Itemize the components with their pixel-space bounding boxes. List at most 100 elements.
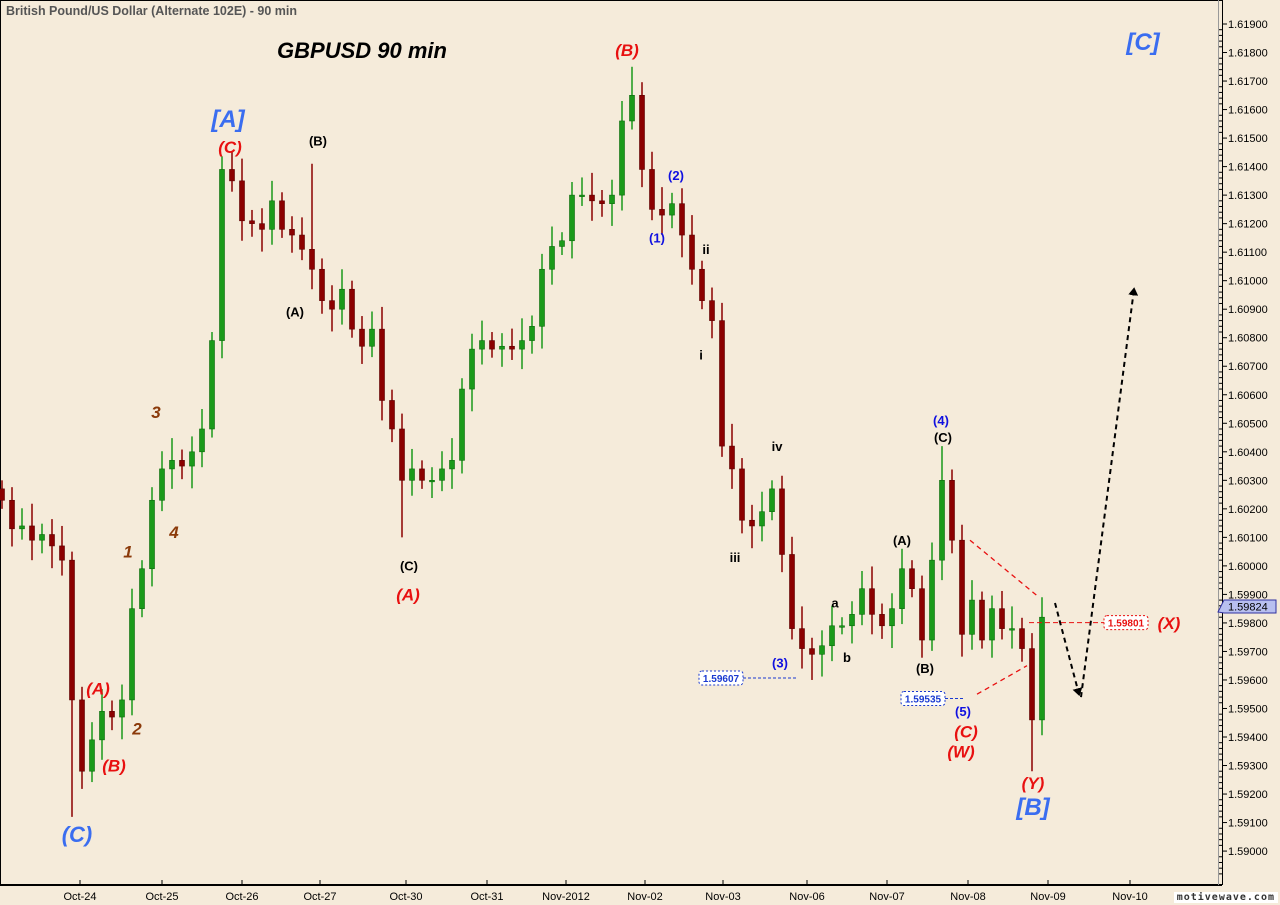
candle: [839, 617, 845, 635]
candle: [259, 208, 265, 252]
y-tick-label: 1.61600: [1228, 105, 1268, 117]
plot-area: [0, 0, 1223, 885]
candle: [249, 209, 255, 237]
candle: [69, 551, 75, 817]
wave-label: (C): [218, 138, 242, 157]
wave-label: 1: [123, 543, 132, 562]
y-tick-label: 1.60100: [1228, 532, 1268, 544]
candle-body: [89, 739, 95, 772]
candle-body: [699, 268, 705, 301]
candle-body: [419, 468, 425, 481]
candle: [109, 700, 115, 731]
candle: [999, 590, 1005, 640]
candle-body: [839, 625, 845, 628]
wave-label: 4: [168, 523, 179, 542]
candle: [29, 503, 35, 561]
candle: [769, 480, 775, 521]
candle: [689, 215, 695, 285]
candle-body: [19, 525, 25, 530]
candle-body: [669, 203, 675, 216]
candle: [19, 508, 25, 540]
candle-body: [999, 608, 1005, 629]
y-tick-label: 1.59500: [1228, 703, 1268, 715]
candle: [599, 189, 605, 217]
price-marker-label: 1.59607: [703, 674, 740, 685]
brand-logo: motivewave.com: [1173, 892, 1278, 903]
candle: [379, 306, 385, 421]
candle-body: [459, 388, 465, 461]
candle: [859, 571, 865, 626]
projection-arrow: [1080, 287, 1139, 698]
candle-body: [569, 194, 575, 242]
candle-body: [869, 588, 875, 615]
candle: [429, 467, 435, 499]
candle-body: [1009, 628, 1015, 631]
wave-label: (A): [396, 586, 420, 605]
candle-body: [539, 268, 545, 327]
candle-body: [729, 445, 735, 470]
candle: [1019, 617, 1025, 662]
candle-body: [269, 200, 275, 230]
y-tick-label: 1.61900: [1228, 19, 1268, 31]
candle-body: [169, 460, 175, 470]
price-axis[interactable]: 1.61900 1.61800 1.61700 1.61600 1.61500 1.614…: [1219, 19, 1268, 875]
candle: [289, 216, 295, 253]
candle-body: [789, 554, 795, 629]
y-tick-label: 1.59600: [1228, 675, 1268, 687]
candle-body: [499, 345, 505, 350]
candle-body: [309, 249, 315, 270]
candle: [369, 311, 375, 358]
x-tick-label: Nov-03: [705, 891, 740, 903]
chart-title: GBPUSD 90 min: [277, 38, 447, 63]
candle: [909, 560, 915, 598]
candle-body: [769, 488, 775, 512]
candle: [419, 460, 425, 489]
candle: [979, 591, 985, 649]
candle: [629, 66, 635, 130]
candle: [969, 580, 975, 650]
y-tick-label: 1.61300: [1228, 190, 1268, 202]
y-tick-label: 1.60000: [1228, 561, 1268, 573]
wave-label: (5): [955, 704, 971, 719]
candle-body: [209, 340, 215, 430]
wave-label: (1): [649, 231, 665, 246]
candle-body: [1029, 648, 1035, 721]
candle: [139, 560, 145, 618]
candle: [889, 593, 895, 649]
candle: [579, 177, 585, 206]
candle: [819, 630, 825, 677]
wave-label: (C): [62, 822, 93, 847]
candle: [399, 413, 405, 538]
x-tick-label: Oct-26: [225, 891, 258, 903]
x-tick-label: Oct-25: [145, 891, 178, 903]
candle: [799, 606, 805, 669]
price-marker-label: 1.59801: [1108, 619, 1145, 630]
candle-body: [969, 599, 975, 635]
candle-body: [359, 328, 365, 347]
candle-body: [509, 345, 515, 350]
candle-body: [819, 645, 825, 655]
wave-label: (B): [102, 757, 126, 776]
candle-body: [739, 468, 745, 521]
candle: [179, 449, 185, 480]
wave-label: iii: [730, 550, 741, 565]
candle-body: [659, 209, 665, 216]
candle-body: [429, 480, 435, 483]
candle-body: [529, 326, 535, 341]
candle: [919, 575, 925, 658]
wave-label: (C): [400, 559, 418, 574]
candle: [949, 469, 955, 554]
candle: [609, 179, 615, 226]
candle-body: [759, 511, 765, 527]
time-axis[interactable]: Oct-24 Oct-25 Oct-26 Oct-27 Oct-30 Oct-31 Nov-…: [0, 880, 1222, 903]
candle: [699, 260, 705, 310]
candle-body: [599, 200, 605, 204]
wave-label: [B]: [1015, 794, 1050, 821]
wave-label: a: [831, 596, 839, 611]
y-tick-label: 1.60900: [1228, 304, 1268, 316]
candle-body: [99, 711, 105, 741]
y-tick-label: 1.60500: [1228, 418, 1268, 430]
y-tick-label: 1.59200: [1228, 789, 1268, 801]
